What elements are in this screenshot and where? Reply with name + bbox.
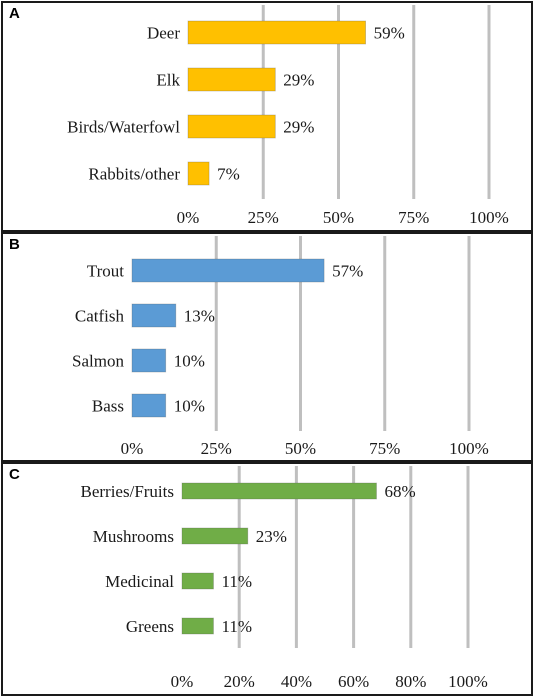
x-tick-label: 25%	[248, 208, 279, 227]
x-tick-label: 100%	[448, 672, 488, 691]
category-label: Elk	[156, 71, 180, 90]
x-tick-label: 60%	[338, 672, 369, 691]
value-label: 29%	[283, 71, 314, 90]
bar-trout	[131, 258, 325, 283]
category-label: Greens	[126, 617, 174, 636]
x-tick-label: 75%	[398, 208, 429, 227]
category-label: Birds/Waterfowl	[67, 118, 180, 137]
category-label: Salmon	[72, 352, 124, 371]
x-tick-label: 80%	[395, 672, 426, 691]
category-label: Mushrooms	[93, 527, 174, 546]
bar-catfish	[131, 303, 177, 328]
bar-greens	[181, 617, 214, 635]
value-label: 11%	[221, 617, 252, 636]
chart-a-svg: 0% 25% 50% 75% 100% Deer 59% Elk 29% Birds/Waterf…	[67, 5, 509, 227]
x-tick-label: 100%	[469, 208, 509, 227]
x-tick-label: 50%	[323, 208, 354, 227]
value-label: 7%	[217, 165, 240, 184]
x-tick-label: 75%	[369, 439, 400, 458]
category-label: Rabbits/other	[88, 165, 180, 184]
value-label: 11%	[221, 572, 252, 591]
x-tick-label: 0%	[171, 672, 194, 691]
x-tick-label: 0%	[121, 439, 144, 458]
bar-rabbits-other	[187, 161, 210, 186]
x-tick-label: 25%	[201, 439, 232, 458]
value-label: 68%	[384, 482, 415, 501]
category-label: Berries/Fruits	[81, 482, 175, 501]
panel-label-a: A	[9, 5, 20, 22]
value-label: 57%	[332, 262, 363, 281]
panel-label-b: B	[9, 236, 20, 253]
value-label: 10%	[174, 352, 205, 371]
x-tick-label: 0%	[177, 208, 200, 227]
value-label: 10%	[174, 397, 205, 416]
bar-elk	[187, 67, 276, 92]
x-tick-label: 40%	[281, 672, 312, 691]
category-label: Medicinal	[105, 572, 174, 591]
x-tick-label: 100%	[449, 439, 489, 458]
category-label: Catfish	[75, 307, 125, 326]
value-label: 23%	[256, 527, 287, 546]
category-label: Trout	[87, 262, 124, 281]
bar-medicinal	[181, 572, 214, 590]
value-label: 29%	[283, 118, 314, 137]
panel-label-c: C	[9, 466, 20, 483]
bar-berries-fruits	[181, 482, 377, 500]
chart-b-svg: 0% 25% 50% 75% 100% Trout 57% Catfish 13% Salmon 1…	[72, 236, 489, 458]
value-label: 59%	[374, 24, 405, 43]
bar-deer	[187, 20, 366, 45]
bar-bass	[131, 393, 167, 418]
chart-panel-a: A 0% 25% 50% 75% 100% Deer 59% Elk 29% Birds/Wate…	[1, 1, 533, 232]
chart-panel-c: C 0% 20% 40% 60% 80% 100% Berries/Fruits 68% Mus…	[1, 462, 533, 696]
chart-c-svg: 0% 20% 40% 60% 80% 100% Berries/Fruits 68% Mushr…	[81, 466, 488, 691]
value-label: 13%	[184, 307, 215, 326]
bar-birds-waterfowl	[187, 114, 276, 139]
chart-panel-b: B 0% 25% 50% 75% 100% Trout 57% Catfish 13% Salmo…	[1, 232, 533, 462]
bar-mushrooms	[181, 527, 249, 545]
category-label: Deer	[147, 24, 180, 43]
x-tick-label: 50%	[285, 439, 316, 458]
bar-salmon	[131, 348, 167, 373]
x-tick-label: 20%	[224, 672, 255, 691]
category-label: Bass	[92, 397, 124, 416]
